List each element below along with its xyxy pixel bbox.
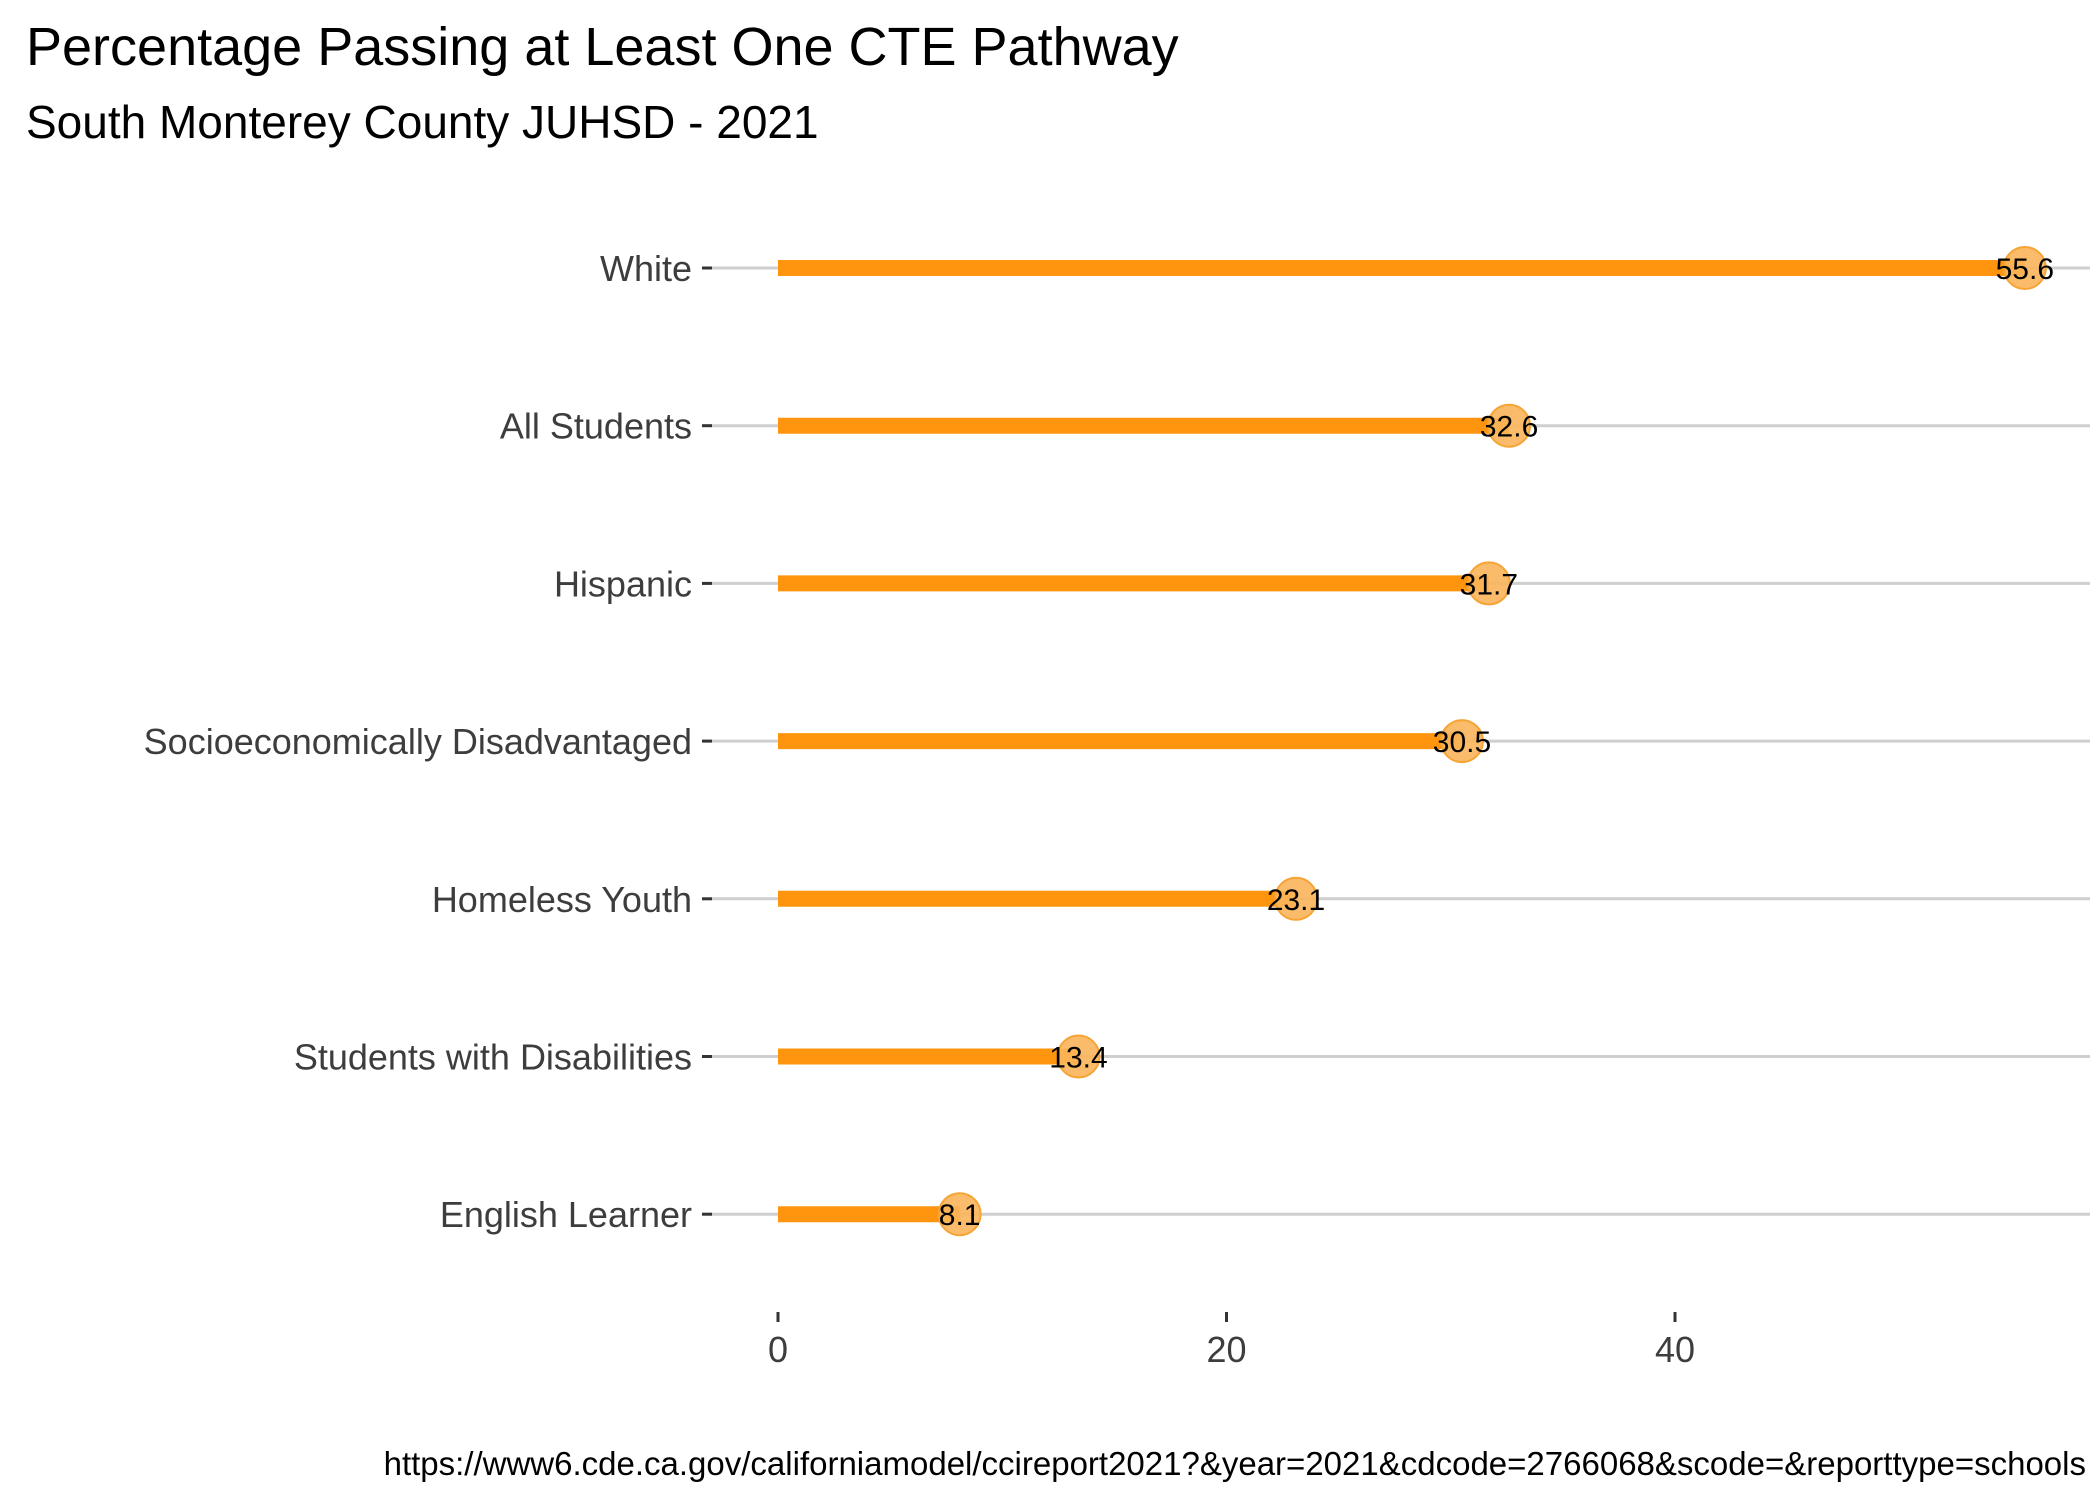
data-point <box>1439 719 1484 764</box>
data-label: 32.6 <box>1480 411 1538 444</box>
data-point <box>937 1192 982 1237</box>
y-tick-label: English Learner <box>440 1194 692 1235</box>
y-tick-label: Homeless Youth <box>432 879 692 920</box>
data-point <box>1056 1034 1101 1079</box>
x-tick-label: 0 <box>768 1329 788 1370</box>
data-label: 30.5 <box>1433 726 1491 759</box>
y-tick-label: Hispanic <box>554 563 692 604</box>
y-tick-label: Students with Disabilities <box>294 1037 692 1078</box>
y-axis: White All Students Hispanic Socioeconomical… <box>144 248 712 1235</box>
y-tick-label: White <box>600 248 692 289</box>
y-tick-label: Socioeconomically Disadvantaged <box>144 721 692 762</box>
stems <box>778 260 2025 1223</box>
x-tick-label: 20 <box>1206 1329 1246 1370</box>
points <box>937 246 2047 1237</box>
chart-caption: https://www6.cde.ca.gov/californiamodel/… <box>384 1445 2086 1482</box>
data-point <box>1466 561 1511 606</box>
chart-subtitle: South Monterey County JUHSD - 2021 <box>26 96 819 148</box>
data-labels: 55.6 32.6 31.7 30.5 23.1 13.4 8.1 <box>939 253 2054 1232</box>
data-point <box>1487 403 1532 448</box>
y-tick-label: All Students <box>500 406 692 447</box>
x-axis: 0 20 40 <box>768 1312 1695 1370</box>
data-point <box>1274 876 1319 921</box>
x-tick-label: 40 <box>1655 1329 1695 1370</box>
data-label: 55.6 <box>1996 253 2054 286</box>
chart-title: Percentage Passing at Least One CTE Path… <box>26 17 1179 77</box>
data-label: 31.7 <box>1460 568 1518 601</box>
data-label: 23.1 <box>1267 884 1325 917</box>
data-label: 13.4 <box>1049 1042 1107 1075</box>
data-point <box>2002 246 2047 290</box>
data-label: 8.1 <box>939 1199 981 1232</box>
